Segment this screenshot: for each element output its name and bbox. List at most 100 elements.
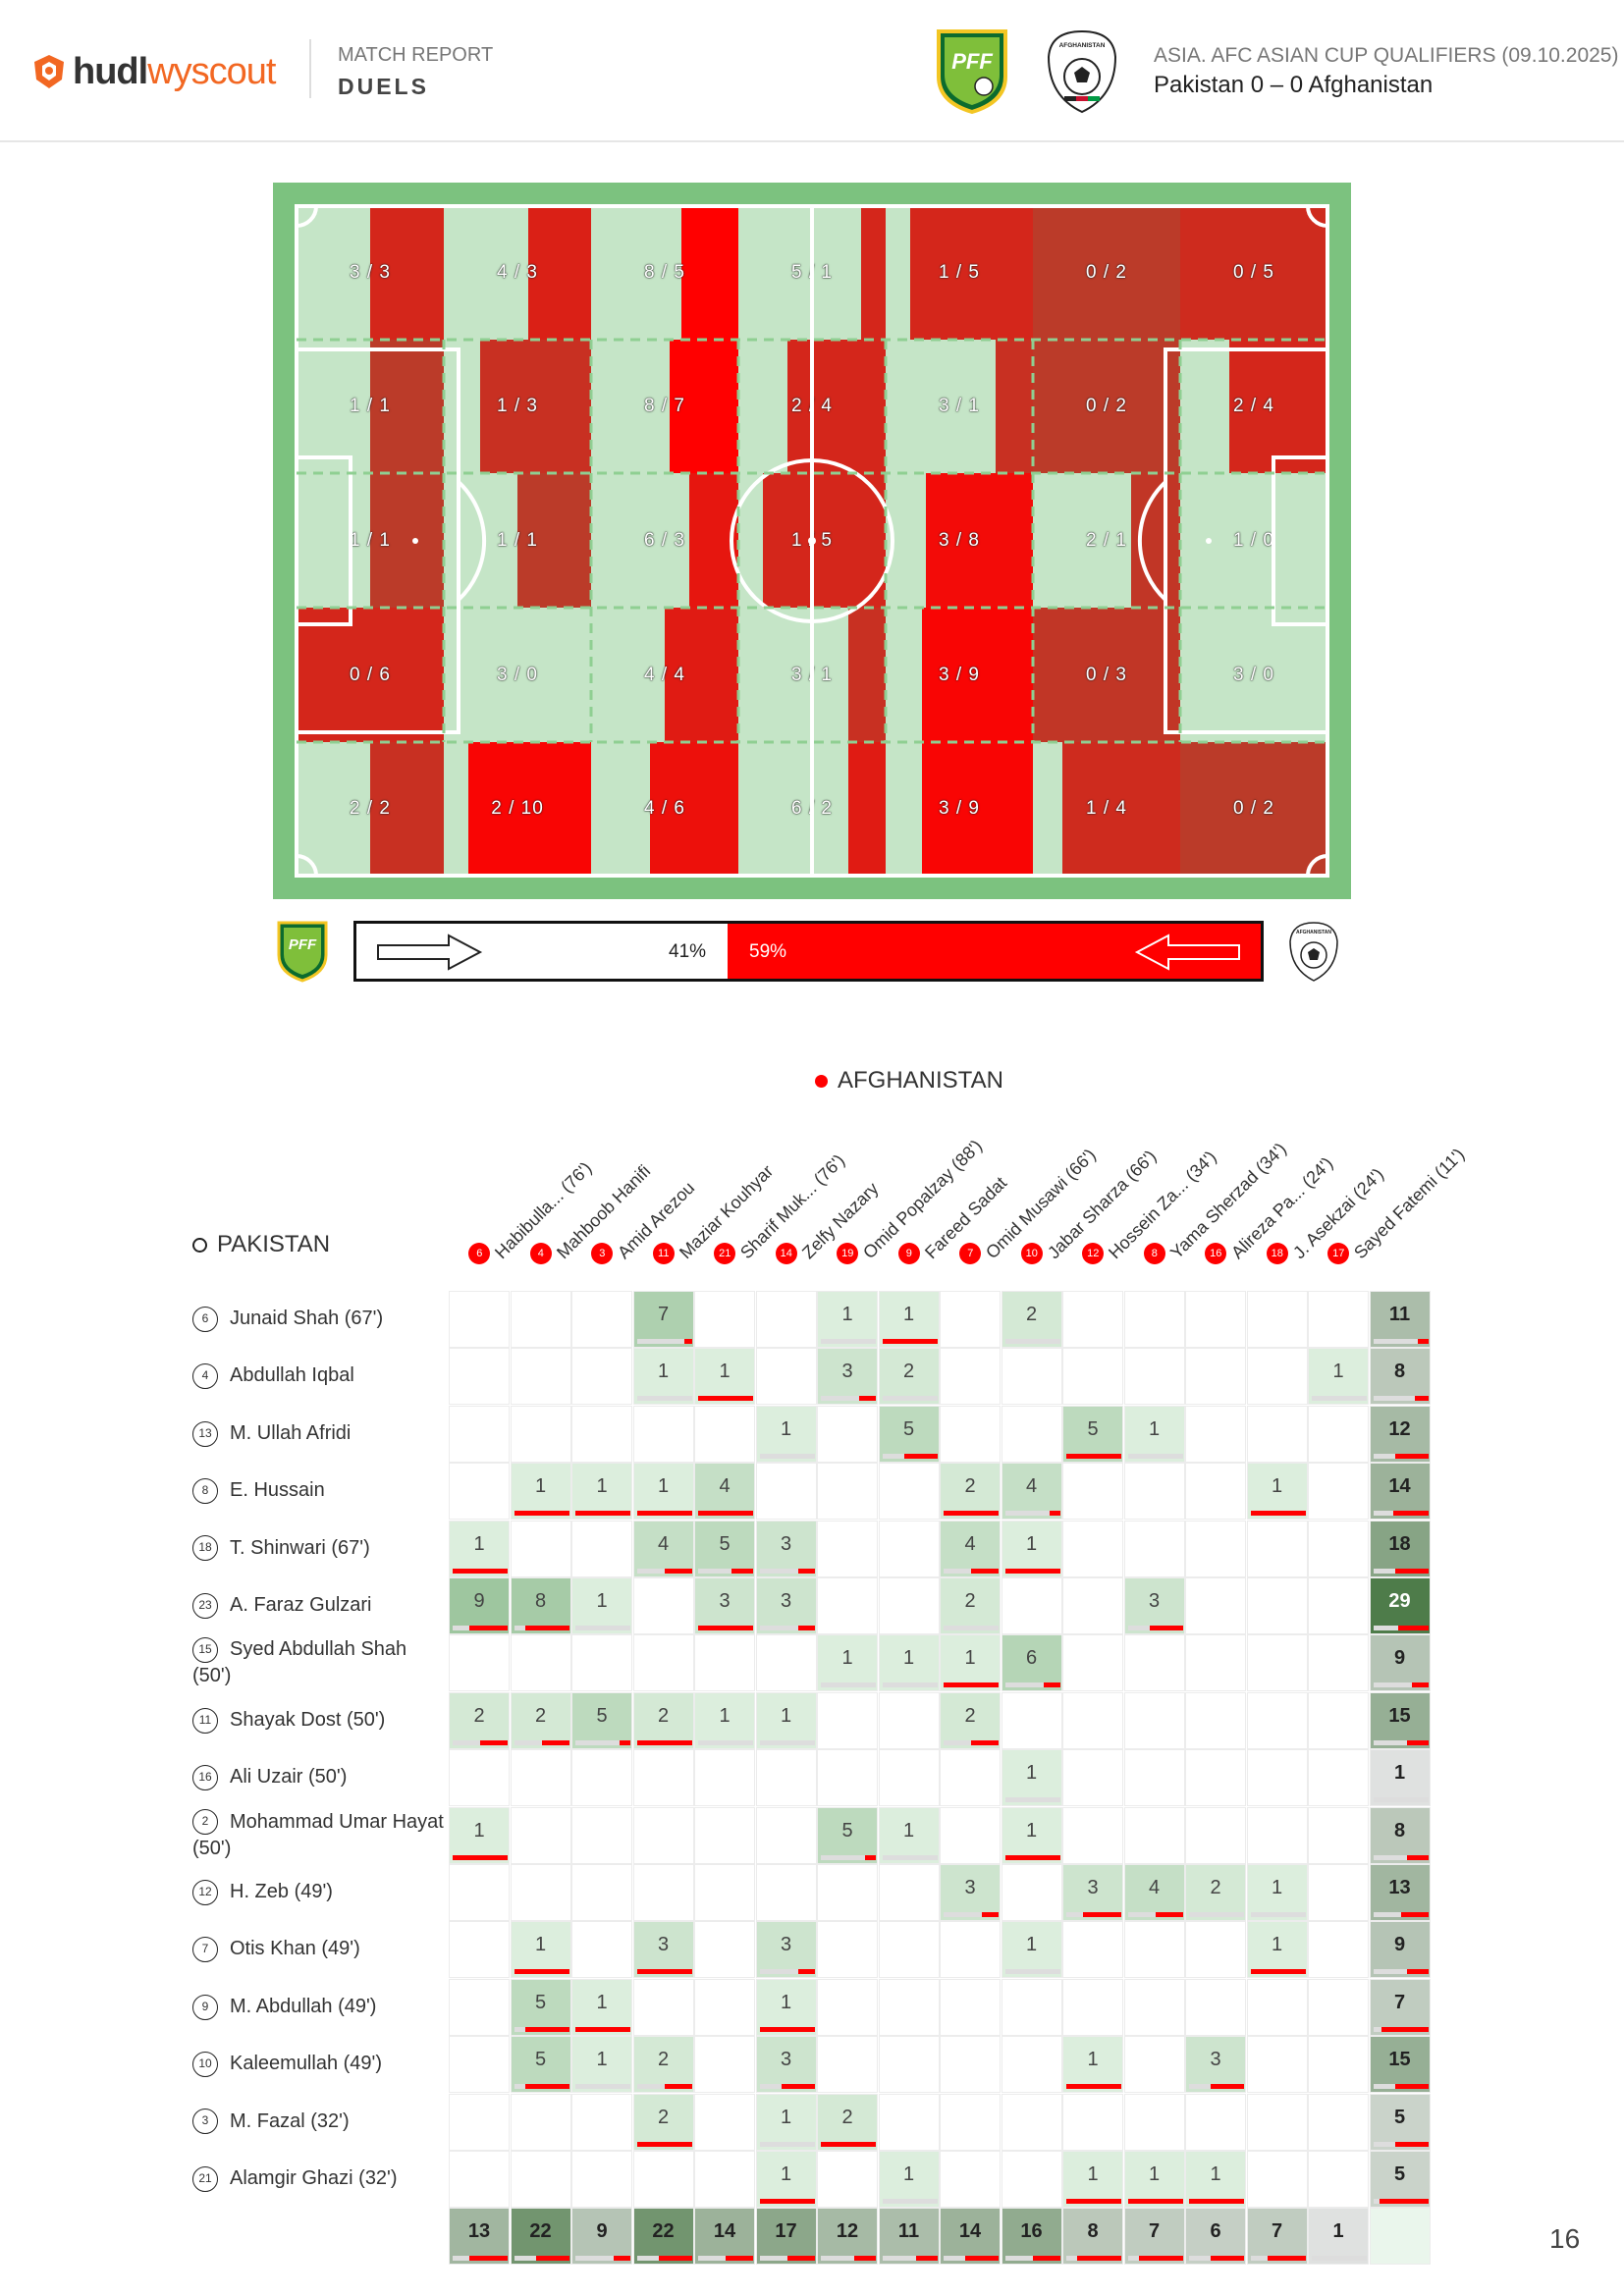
- duel-cell: [1001, 1577, 1062, 1634]
- duel-cell: [1062, 1520, 1123, 1577]
- zone-duel-count: 1 / 5: [791, 529, 833, 551]
- duel-count: 3: [964, 1877, 976, 1898]
- duel-cell: 1: [940, 1634, 1001, 1692]
- duel-count: 1: [902, 1819, 915, 1842]
- won-ratio-fill: [944, 1511, 999, 1517]
- won-ratio-bar: [514, 1626, 569, 1630]
- duel-cell: [1308, 1749, 1369, 1807]
- duel-cell: [940, 1405, 1001, 1463]
- home-player-number: 3: [192, 2109, 218, 2135]
- duel-count: 3: [780, 1934, 792, 1956]
- won-ratio-fill: [1379, 2199, 1429, 2204]
- home-player-number: 15: [192, 1637, 218, 1664]
- duel-cell: [1001, 1348, 1062, 1406]
- duel-cell: [878, 1520, 940, 1577]
- won-ratio-bar: [1373, 1396, 1429, 1402]
- duel-cell: [1001, 1978, 1062, 2036]
- won-ratio-fill: [965, 2256, 999, 2262]
- zone-duel-count: 1 / 4: [1086, 798, 1127, 819]
- duel-cell: [1123, 1463, 1185, 1521]
- won-ratio-fill: [575, 1511, 630, 1517]
- won-ratio-fill: [683, 1339, 692, 1344]
- duel-cell: [632, 1978, 694, 2036]
- duel-count: 7: [1271, 2220, 1283, 2243]
- won-ratio-bar: [1373, 2141, 1429, 2147]
- won-ratio-bar: [1373, 1682, 1429, 1688]
- won-ratio-bar: [1373, 1797, 1429, 1803]
- won-ratio-fill: [514, 1511, 569, 1517]
- home-player-row-label: 7 Otis Khan (49'): [192, 1936, 448, 1963]
- won-ratio-bar: [882, 2199, 938, 2204]
- duel-cell: [510, 2093, 571, 2151]
- away-player-number: 18: [1266, 1243, 1288, 1264]
- home-player-row-label: 21 Alamgir Ghazi (32'): [192, 2165, 448, 2192]
- away-possession-pct: 59%: [749, 941, 787, 962]
- won-ratio-bar: [636, 1511, 692, 1517]
- won-ratio-fill: [1066, 2084, 1121, 2090]
- total-cell: 12: [1369, 1405, 1431, 1463]
- home-player-row-label: 4 Abdullah Iqbal: [192, 1362, 448, 1390]
- won-ratio-bar: [1004, 1511, 1060, 1517]
- won-ratio-bar: [1004, 1854, 1060, 1860]
- duel-cell: 1: [1001, 1520, 1062, 1577]
- pitch-zone: 3 / 3: [297, 206, 444, 340]
- won-ratio-fill: [1138, 2256, 1183, 2262]
- duel-cell: [694, 1291, 755, 1348]
- duel-cell: [1246, 1291, 1308, 1348]
- duel-count: 8: [1087, 2220, 1099, 2243]
- won-ratio-fill: [982, 1912, 999, 1917]
- duel-count: 1: [1271, 1877, 1283, 1898]
- duel-cell: [449, 2036, 510, 2094]
- won-ratio-bar: [759, 1739, 815, 1745]
- duel-cell: [632, 1634, 694, 1692]
- duel-cell: 3: [1062, 1864, 1123, 1921]
- won-ratio-bar: [575, 1739, 630, 1745]
- away-player-number: 14: [775, 1243, 797, 1264]
- home-player-name: M. Abdullah (49'): [230, 1995, 377, 2017]
- duel-count: 5: [596, 1704, 608, 1727]
- duel-cell: [1308, 1864, 1369, 1921]
- duel-cell: [1062, 1806, 1123, 1864]
- duel-cell: [1062, 1921, 1123, 1979]
- duel-cell: [449, 2093, 510, 2151]
- won-ratio-fill: [453, 1854, 508, 1860]
- duel-cell: 1: [571, 1978, 632, 2036]
- home-player-number: 9: [192, 1994, 218, 2020]
- duel-count: 4: [1025, 1475, 1038, 1498]
- duel-count: 2: [964, 1704, 976, 1727]
- duel-cell: [571, 1291, 632, 1348]
- zone-duel-count: 0 / 5: [1233, 262, 1274, 283]
- pitch-zone: 3 / 9: [886, 608, 1033, 742]
- duel-cell: [1123, 2093, 1185, 2151]
- won-ratio-bar: [821, 2141, 876, 2147]
- away-player-number: 7: [959, 1243, 982, 1264]
- won-ratio-bar: [944, 1626, 999, 1630]
- away-player-number: 10: [1020, 1243, 1043, 1264]
- afghanistan-crest-icon: AFGHANISTAN: [1047, 29, 1117, 114]
- duel-cell: [449, 2151, 510, 2208]
- duel-count: 8: [1393, 1819, 1406, 1842]
- away-player-name: Omid Musawi (66'): [982, 1145, 1101, 1263]
- home-player-number: 23: [192, 1592, 218, 1619]
- away-team-dot-icon: [815, 1074, 828, 1088]
- won-ratio-bar: [944, 1511, 999, 1517]
- duel-count: 2: [964, 1590, 976, 1612]
- duel-count: 29: [1388, 1590, 1411, 1612]
- duel-count: 1: [780, 2163, 792, 2185]
- duel-cell: [1246, 1520, 1308, 1577]
- won-ratio-fill: [1400, 1912, 1429, 1917]
- logo-hudl-text: hudl: [73, 50, 148, 92]
- won-ratio-fill: [797, 1626, 815, 1630]
- pitch-zone: 5 / 1: [738, 206, 886, 340]
- duel-cell: [1185, 1291, 1246, 1348]
- zone-duel-count: 3 / 1: [791, 664, 833, 685]
- duel-cell: 1: [571, 1463, 632, 1521]
- duel-cell: 1: [878, 1634, 940, 1692]
- won-ratio-fill: [620, 1739, 630, 1745]
- total-cell: 18: [1369, 1520, 1431, 1577]
- duel-cell: [1246, 2151, 1308, 2208]
- duel-cell: [878, 2093, 940, 2151]
- duel-cell: [1001, 1691, 1062, 1749]
- won-ratio-bar: [1250, 1912, 1306, 1917]
- pitch-zone: 4 / 4: [591, 608, 738, 742]
